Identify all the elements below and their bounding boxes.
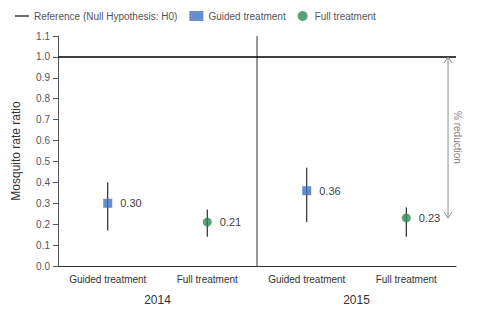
svg-text:Guided treatment: Guided treatment xyxy=(268,274,345,285)
svg-text:Mosquito rate ratio: Mosquito rate ratio xyxy=(9,101,23,201)
svg-text:Full treatment: Full treatment xyxy=(315,11,376,22)
svg-text:0.2: 0.2 xyxy=(36,219,50,230)
svg-text:2014: 2014 xyxy=(144,293,171,307)
svg-text:0.30: 0.30 xyxy=(120,197,141,209)
svg-text:0.23: 0.23 xyxy=(419,212,440,224)
svg-text:0.7: 0.7 xyxy=(36,114,50,125)
svg-text:0.4: 0.4 xyxy=(36,177,50,188)
svg-text:Reference (Null Hypothesis: H0: Reference (Null Hypothesis: H0) xyxy=(34,11,177,22)
svg-text:Full treatment: Full treatment xyxy=(376,274,437,285)
svg-text:1.1: 1.1 xyxy=(36,31,50,42)
svg-text:% reduction: % reduction xyxy=(452,111,463,164)
svg-text:Full treatment: Full treatment xyxy=(177,274,238,285)
svg-text:2015: 2015 xyxy=(343,293,370,307)
svg-text:0.36: 0.36 xyxy=(319,185,340,197)
svg-text:0.0: 0.0 xyxy=(36,261,50,272)
svg-text:0.1: 0.1 xyxy=(36,240,50,251)
svg-text:0.21: 0.21 xyxy=(220,216,241,228)
svg-text:Guided treatment: Guided treatment xyxy=(69,274,146,285)
svg-text:0.3: 0.3 xyxy=(36,198,50,209)
svg-text:Guided treatment: Guided treatment xyxy=(208,11,285,22)
svg-text:0.9: 0.9 xyxy=(36,72,50,83)
svg-text:1.0: 1.0 xyxy=(36,51,50,62)
svg-text:0.8: 0.8 xyxy=(36,93,50,104)
svg-text:0.6: 0.6 xyxy=(36,135,50,146)
svg-text:0.5: 0.5 xyxy=(36,156,50,167)
